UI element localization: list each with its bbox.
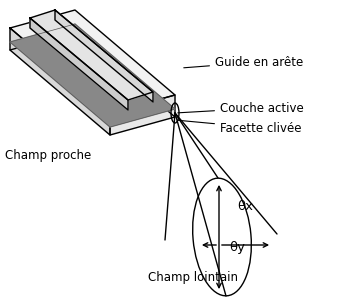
Polygon shape — [10, 10, 175, 113]
Polygon shape — [30, 18, 128, 110]
Polygon shape — [55, 10, 153, 102]
Polygon shape — [110, 95, 175, 135]
Polygon shape — [10, 28, 110, 135]
Text: θy: θy — [229, 241, 245, 255]
Text: Facette clivée: Facette clivée — [178, 120, 302, 135]
Text: Champ proche: Champ proche — [5, 148, 91, 161]
Polygon shape — [10, 24, 175, 127]
Text: θx: θx — [237, 201, 253, 214]
Text: Champ lointain: Champ lointain — [148, 271, 238, 285]
Text: Couche active: Couche active — [178, 102, 304, 115]
Polygon shape — [30, 10, 153, 100]
Text: Guide en arête: Guide en arête — [184, 55, 303, 68]
